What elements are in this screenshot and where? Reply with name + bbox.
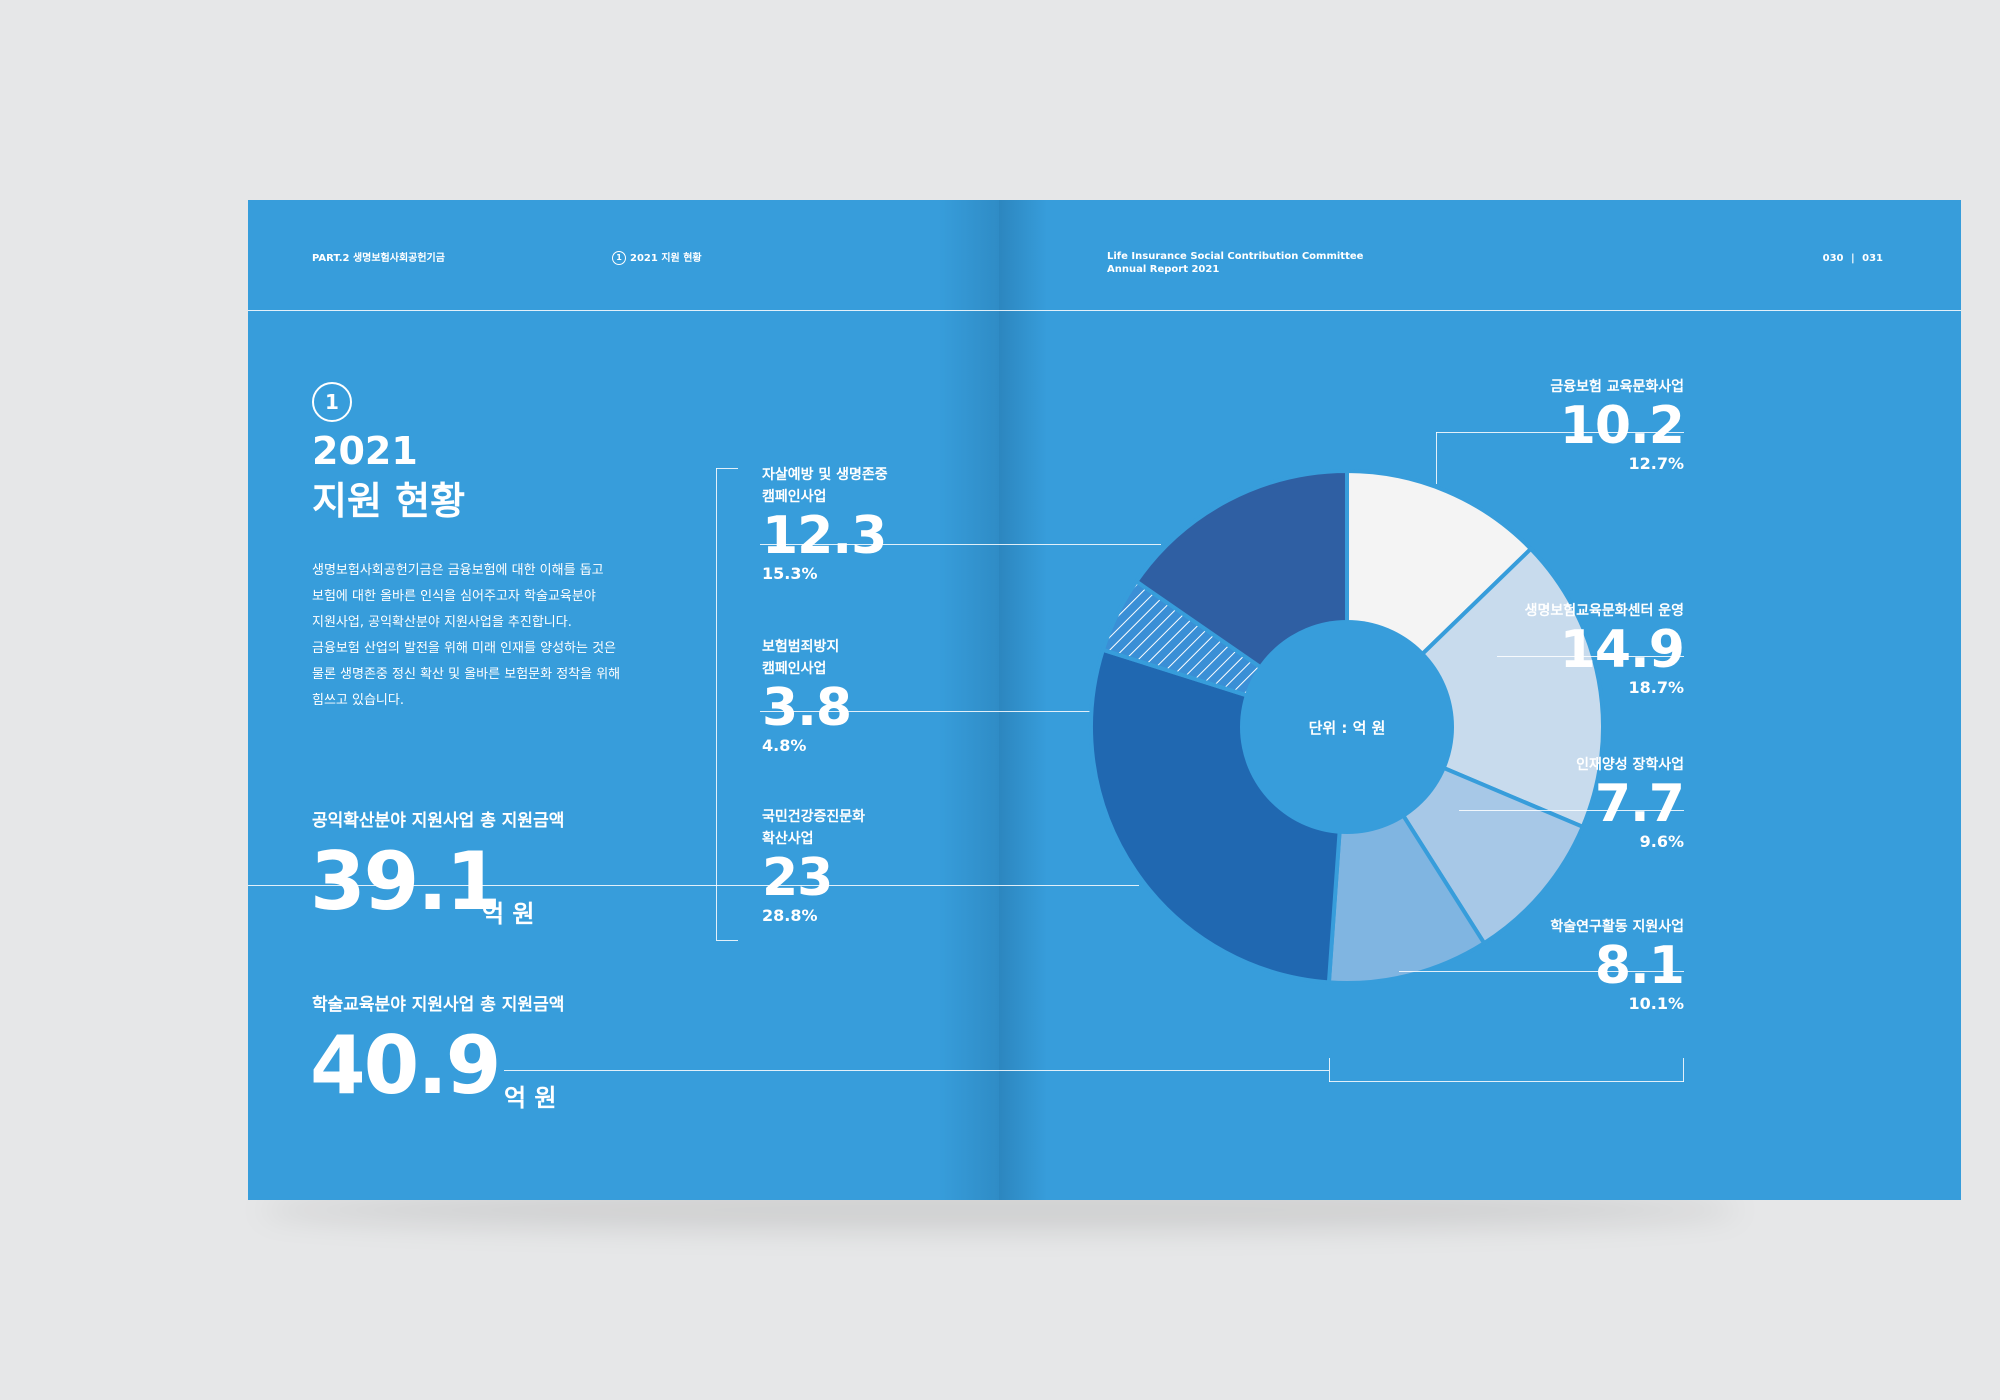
intro-line: 금융보험 산업의 발전을 위해 미래 인재를 양성하는 것은 [312, 641, 617, 656]
donut-chart: 단위 : 억 원 [1089, 468, 1605, 985]
slice-value: 23 [762, 848, 833, 908]
academic-total-unit: 억 원 [504, 1084, 557, 1112]
header-report-name: Annual Report 2021 [1107, 264, 1220, 275]
intro-line: 지원사업, 공익확산분야 지원사업을 추진합니다. [312, 615, 572, 630]
intro-paragraph: 생명보험사회공헌기금은 금융보험에 대한 이해를 돕고 보험에 대한 올바른 인… [312, 558, 712, 714]
public-total-value: 39.1 [310, 835, 501, 928]
slice-value: 3.8 [762, 678, 852, 738]
slice-label-suicide-prevention: 자살예방 및 생명존중 캠페인사업 12.3 15.3% [762, 464, 888, 583]
intro-line: 힘쓰고 있습니다. [312, 693, 404, 708]
intro-line: 물론 생명존중 정신 확산 및 올바른 보험문화 정착을 위해 [312, 667, 621, 682]
slice-leader-line [999, 711, 1166, 712]
slice-leader-line [1436, 432, 1437, 484]
slice-value: 7.7 [1594, 774, 1685, 834]
right-page: Life Insurance Social Contribution Commi… [999, 200, 1961, 1200]
slice-title: 자살예방 및 생명존중 [762, 467, 888, 483]
page-title-year: 2021 [312, 429, 418, 473]
slice-percent: 15.3% [762, 564, 818, 583]
donut-hole [1240, 620, 1454, 834]
intro-line: 보험에 대한 올바른 인식을 심어주고자 학술교육분야 [312, 589, 596, 604]
section-number-circle: 1 [312, 382, 352, 422]
header-section-title: 2021 지원 현황 [630, 253, 702, 264]
page-number-left: 030 [1822, 253, 1844, 264]
slice-percent: 12.7% [1628, 454, 1684, 473]
slice-title: 국민건강증진문화 [762, 809, 866, 825]
slice-label-education-center: 생명보험교육문화센터 운영 14.9 18.7% [1464, 600, 1685, 697]
slice-leader-line [999, 544, 1161, 545]
slice-label-public-health: 국민건강증진문화 확산사업 23 28.8% [762, 806, 865, 925]
page-number-right: 031 [1862, 253, 1883, 264]
slice-title: 캠페인사업 [762, 489, 827, 505]
public-bracket-line [716, 468, 717, 940]
slice-title: 생명보험교육문화센터 운영 [1524, 603, 1684, 619]
slice-label-scholarship: 인재양성 장학사업 7.7 9.6% [1464, 754, 1685, 851]
left-page: PART.2 생명보험사회공헌기금 1 2021 지원 현황 1 2021 지원… [248, 200, 999, 1200]
academic-bracket-bottom [1329, 1081, 1684, 1082]
slice-label-finance-education: 금융보험 교육문화사업 10.2 12.7% [1464, 376, 1685, 473]
donut-slice [1343, 546, 1605, 830]
slice-leader-line [1399, 971, 1684, 972]
public-connector-line [248, 885, 999, 886]
public-total-label: 공익확산분야 지원사업 총 지원금액 [312, 811, 565, 831]
slice-leader-line [999, 885, 1139, 886]
slice-percent: 28.8% [762, 906, 818, 925]
intro-line: 생명보험사회공헌기금은 금융보험에 대한 이해를 돕고 [312, 563, 604, 578]
slice-percent: 10.1% [1628, 994, 1684, 1013]
header-section-number: 1 [612, 251, 626, 265]
slice-value: 14.9 [1559, 620, 1685, 680]
slice-percent: 4.8% [762, 736, 807, 755]
page-title-heading: 지원 현황 [312, 479, 466, 523]
slice-leader-line [760, 711, 999, 712]
academic-total-value: 40.9 [310, 1019, 501, 1112]
slice-leader-line [1436, 432, 1684, 433]
slice-title: 인재양성 장학사업 [1576, 757, 1684, 773]
slice-title: 학술연구활동 지원사업 [1550, 919, 1684, 935]
header-org-name: Life Insurance Social Contribution Commi… [1107, 251, 1364, 262]
slice-value: 12.3 [762, 506, 887, 566]
page-numbers: 030 | 031 [1629, 252, 1883, 265]
slice-title: 캠페인사업 [762, 661, 827, 677]
slice-value: 8.1 [1594, 936, 1685, 996]
slice-percent: 9.6% [1639, 832, 1684, 851]
slice-title: 확산사업 [762, 831, 814, 847]
page-number-separator: | [1850, 253, 1855, 264]
header-part-label: PART.2 생명보험사회공헌기금 [312, 253, 445, 264]
academic-total-label: 학술교육분야 지원사업 총 지원금액 [312, 995, 565, 1015]
public-total-unit: 억 원 [482, 900, 535, 928]
header-rule [248, 310, 999, 311]
slice-percent: 18.7% [1628, 678, 1684, 697]
academic-connector-line [504, 1070, 999, 1071]
academic-bracket-right [1683, 1058, 1684, 1082]
slice-leader-line [1459, 810, 1684, 811]
slice-title: 금융보험 교육문화사업 [1550, 379, 1684, 395]
public-bracket-bottom [716, 940, 738, 941]
slice-value: 10.2 [1559, 396, 1685, 456]
donut-unit-label: 단위 : 억 원 [1309, 719, 1386, 737]
header-rule [999, 310, 1961, 311]
slice-label-academic-research: 학술연구활동 지원사업 8.1 10.1% [1464, 916, 1685, 1013]
slice-leader-line [760, 544, 999, 545]
academic-bracket-left [1329, 1058, 1330, 1082]
public-bracket-top [716, 468, 738, 469]
academic-connector-line [999, 1070, 1329, 1071]
slice-leader-line [1497, 656, 1684, 657]
slice-title: 보험범죄방지 [762, 639, 840, 655]
slice-label-fraud-prevention: 보험범죄방지 캠페인사업 3.8 4.8% [762, 636, 852, 755]
